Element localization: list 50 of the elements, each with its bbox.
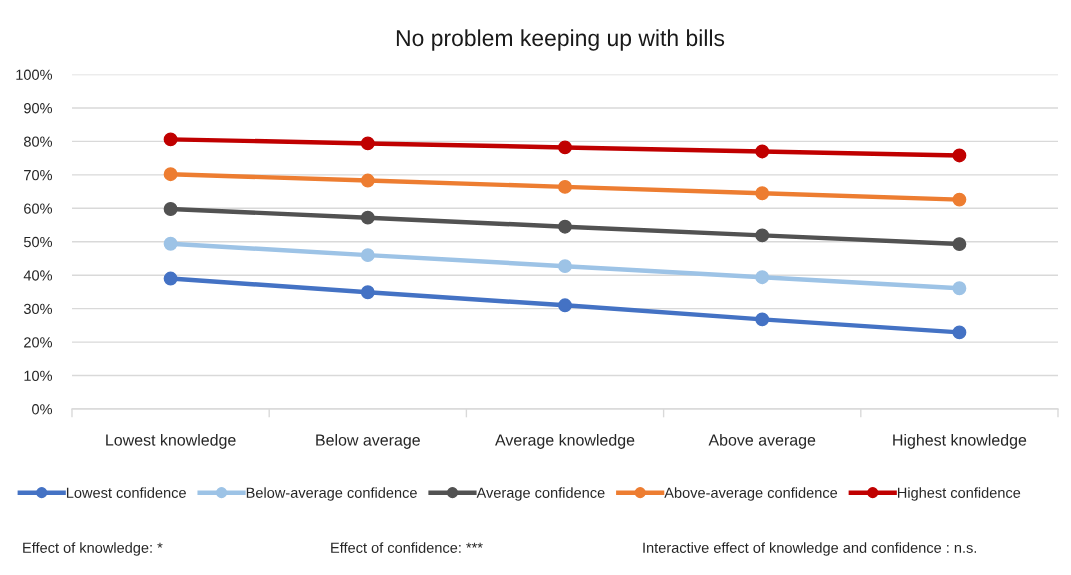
y-tick-label: 90% bbox=[24, 103, 53, 114]
point bbox=[163, 236, 178, 251]
point bbox=[952, 192, 967, 207]
point bbox=[952, 148, 967, 163]
point bbox=[952, 325, 967, 340]
legend-label: Highest confidence bbox=[897, 487, 1021, 501]
x-tick-label: Highest knowledge bbox=[893, 434, 1027, 449]
point bbox=[360, 210, 375, 225]
point bbox=[952, 281, 967, 296]
y-tick-label: 20% bbox=[24, 337, 53, 348]
point bbox=[755, 270, 770, 285]
point bbox=[360, 173, 375, 188]
point bbox=[755, 312, 770, 327]
point bbox=[558, 219, 572, 234]
y-tick-label: 40% bbox=[23, 270, 53, 281]
point bbox=[163, 202, 178, 216]
point bbox=[163, 271, 178, 286]
text: Effect of knowledge: * bbox=[23, 542, 163, 556]
point bbox=[558, 179, 572, 194]
y-tick-label: 30% bbox=[23, 303, 53, 315]
point bbox=[558, 140, 572, 155]
y-tick-label: 80% bbox=[24, 136, 53, 147]
point bbox=[360, 136, 375, 151]
point bbox=[952, 237, 967, 252]
legend-label: Below-average confidence bbox=[246, 487, 417, 501]
legend-label: Above-average confidence bbox=[664, 487, 838, 501]
point bbox=[163, 167, 178, 182]
chart-title: No problem keeping up with bills bbox=[396, 29, 725, 51]
point bbox=[360, 248, 375, 263]
point bbox=[755, 186, 770, 201]
x-tick-label: Average knowledge bbox=[495, 434, 635, 449]
text: Effect of confidence: *** bbox=[331, 542, 483, 553]
x-tick-label: Below average bbox=[316, 434, 420, 449]
text: Interactive effect of knowledge and confidence : n.s. bbox=[643, 542, 977, 556]
point bbox=[755, 144, 770, 159]
y-tick-label: 10% bbox=[24, 370, 53, 381]
y-tick-label: 0% bbox=[32, 404, 53, 415]
point bbox=[558, 259, 572, 274]
point bbox=[163, 132, 178, 147]
legend-label: Average confidence bbox=[476, 487, 605, 501]
legend-label: Lowest confidence bbox=[66, 487, 186, 498]
y-tick-label: 100% bbox=[16, 69, 53, 80]
y-tick-label: 50% bbox=[23, 236, 53, 248]
y-tick-label: 70% bbox=[24, 169, 53, 181]
y-tick-label: 60% bbox=[24, 203, 53, 214]
point bbox=[360, 285, 375, 300]
x-tick-label: Lowest knowledge bbox=[106, 434, 236, 449]
point bbox=[755, 228, 770, 243]
point bbox=[558, 298, 572, 313]
x-tick-label: Above average bbox=[708, 434, 816, 449]
